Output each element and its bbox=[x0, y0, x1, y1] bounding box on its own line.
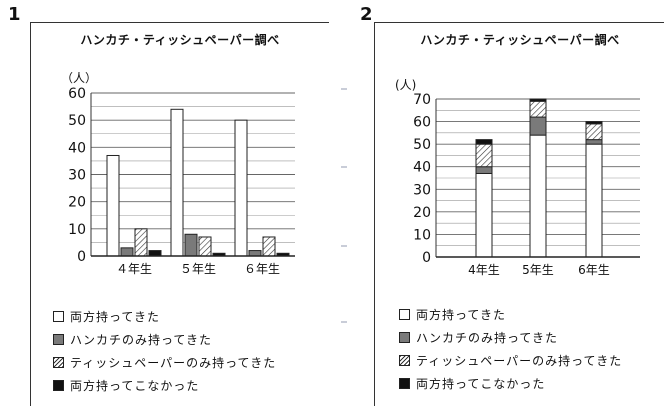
bar-segment bbox=[475, 166, 493, 174]
divider-mark bbox=[341, 245, 347, 247]
chart-2-title: ハンカチ・ティッシュペーパー調べ bbox=[420, 33, 620, 47]
x-tick-label: 6年生 bbox=[578, 263, 610, 277]
swatch-tissue-icon bbox=[399, 355, 410, 366]
bar-segment bbox=[585, 143, 603, 258]
chart-panel-1: ハンカチ・ティッシュペーパー調べ （人） 0 10 20 30 40 50 60 ４年生 ５年生… bbox=[30, 22, 329, 406]
y-tick-label: 40 bbox=[413, 160, 431, 176]
legend-label: 両方持ってきた bbox=[416, 308, 507, 322]
legend-label: 両方持ってきた bbox=[70, 310, 161, 324]
legend-item-both: 両方持ってきた bbox=[53, 305, 276, 328]
chart-2-plot: 0 10 20 30 40 50 60 70 4年生 5年生 6年生 bbox=[413, 92, 640, 277]
legend-item-neither: 両方持ってこなかった bbox=[53, 374, 276, 397]
swatch-neither-icon bbox=[53, 380, 64, 391]
legend-item-handkerchief: ハンカチのみ持ってきた bbox=[53, 328, 276, 351]
swatch-neither-icon bbox=[399, 378, 410, 389]
bar bbox=[198, 236, 212, 257]
bar-segment bbox=[585, 123, 603, 141]
x-tick-label: ５年生 bbox=[180, 262, 216, 276]
bar bbox=[234, 119, 248, 257]
legend-item-neither: 両方持ってこなかった bbox=[399, 372, 622, 395]
legend-item-tissue: ティッシュペーパーのみ持ってきた bbox=[53, 351, 276, 374]
bar-segment bbox=[529, 98, 547, 102]
chart-1-title: ハンカチ・ティッシュペーパー調べ bbox=[80, 33, 280, 47]
x-tick-label: ６年生 bbox=[244, 262, 280, 276]
bar bbox=[148, 250, 162, 257]
x-tick-label: 4年生 bbox=[468, 263, 500, 277]
chart-1-plot: 0 10 20 30 40 50 60 ４年生 ５年生 ６年生 bbox=[68, 86, 295, 276]
legend-label: ハンカチのみ持ってきた bbox=[416, 331, 559, 345]
y-tick-label: 30 bbox=[413, 182, 431, 198]
legend-label: ティッシュペーパーのみ持ってきた bbox=[70, 356, 277, 370]
bar bbox=[120, 247, 134, 257]
chart-1-unit-label: （人） bbox=[61, 71, 98, 85]
bar-segment bbox=[529, 134, 547, 258]
bar-segment bbox=[475, 139, 493, 145]
swatch-both-icon bbox=[399, 309, 410, 320]
y-tick-label: 50 bbox=[413, 137, 431, 153]
bar bbox=[184, 233, 198, 257]
bar bbox=[134, 228, 148, 257]
bar-segment bbox=[585, 139, 603, 145]
legend-label: ティッシュペーパーのみ持ってきた bbox=[416, 354, 623, 368]
y-tick-label: 60 bbox=[413, 115, 431, 131]
chart-panel-2: ハンカチ・ティッシュペーパー調べ (人) 0 10 20 30 40 50 60 70 4年生 5… bbox=[374, 22, 664, 406]
divider-mark bbox=[341, 88, 347, 90]
y-tick-label: 20 bbox=[413, 205, 431, 221]
bar-segment bbox=[475, 143, 493, 168]
legend-label: 両方持ってこなかった bbox=[416, 377, 546, 391]
y-tick-label: 60 bbox=[68, 86, 86, 102]
bar bbox=[262, 236, 276, 257]
swatch-both-icon bbox=[53, 311, 64, 322]
chart-1-legend: 両方持ってきた ハンカチのみ持ってきた ティッシュペーパーのみ持ってきた 両方持… bbox=[53, 305, 276, 397]
y-tick-label: 10 bbox=[413, 227, 431, 243]
panel-2-number: 2 bbox=[360, 4, 373, 25]
bar-segment bbox=[475, 172, 493, 258]
legend-label: ハンカチのみ持ってきた bbox=[70, 333, 213, 347]
bar-segment bbox=[585, 121, 603, 125]
y-tick-label: 50 bbox=[68, 113, 86, 129]
y-tick-label: 0 bbox=[77, 249, 86, 265]
y-tick-label: 30 bbox=[68, 168, 86, 184]
bar-segment bbox=[529, 116, 547, 136]
swatch-handkerchief-icon bbox=[399, 332, 410, 343]
panel-1-number: 1 bbox=[8, 4, 21, 25]
y-tick-label: 10 bbox=[68, 222, 86, 238]
chart-2-unit-label: (人) bbox=[395, 78, 417, 92]
divider-mark bbox=[341, 321, 347, 323]
legend-item-both: 両方持ってきた bbox=[399, 303, 622, 326]
legend-label: 両方持ってこなかった bbox=[70, 379, 200, 393]
bar bbox=[170, 108, 184, 257]
x-tick-label: ４年生 bbox=[116, 262, 152, 276]
bar-segment bbox=[529, 100, 547, 118]
y-tick-label: 40 bbox=[68, 140, 86, 156]
chart-2-legend: 両方持ってきた ハンカチのみ持ってきた ティッシュペーパーのみ持ってきた 両方持… bbox=[399, 303, 622, 395]
y-tick-label: 70 bbox=[413, 92, 431, 108]
bar bbox=[106, 154, 120, 257]
y-tick-label: 20 bbox=[68, 195, 86, 211]
divider-mark bbox=[341, 166, 347, 168]
y-tick-label: 0 bbox=[422, 250, 431, 266]
swatch-tissue-icon bbox=[53, 357, 64, 368]
swatch-handkerchief-icon bbox=[53, 334, 64, 345]
legend-item-tissue: ティッシュペーパーのみ持ってきた bbox=[399, 349, 622, 372]
x-tick-label: 5年生 bbox=[522, 263, 554, 277]
bar bbox=[248, 250, 262, 257]
legend-item-handkerchief: ハンカチのみ持ってきた bbox=[399, 326, 622, 349]
